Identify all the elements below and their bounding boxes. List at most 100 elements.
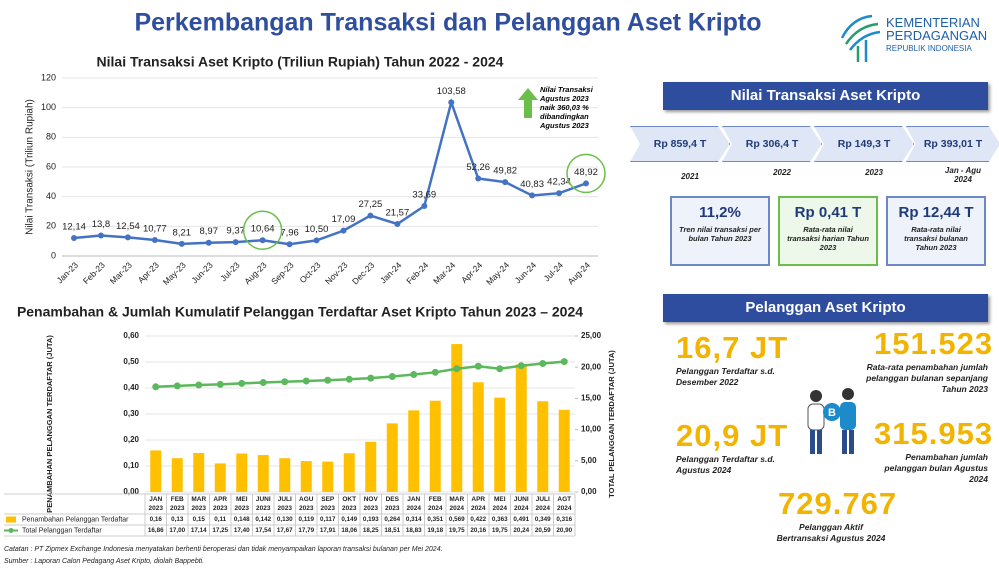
data-point <box>388 372 396 380</box>
annotation-line: dibandingkan <box>540 112 589 121</box>
data-point <box>560 358 568 366</box>
table-value: 16,86 <box>148 527 164 534</box>
logo-text: KEMENTERIAN PERDAGANGAN REPUBLIK INDONES… <box>886 16 987 55</box>
data-point <box>453 365 461 373</box>
table-value: 0,422 <box>470 516 486 523</box>
table-value: 20,24 <box>513 527 529 534</box>
data-point <box>421 203 428 210</box>
x-tick-label: APR 2024 <box>471 496 486 512</box>
y-tick-label: 0,40 <box>123 383 139 392</box>
data-point <box>259 379 267 387</box>
bar <box>451 344 463 492</box>
x-tick-label: OKT 2023 <box>342 496 357 512</box>
x-tick-label: Jul-23 <box>218 260 242 284</box>
data-label: 40,83 <box>520 179 544 190</box>
annotation-line: Agustus 2023 <box>540 121 589 130</box>
data-point <box>448 99 455 106</box>
year-value: Rp 859,4 T <box>630 126 730 162</box>
y-tick-label: 0,30 <box>123 409 139 418</box>
annotation-line: Agustus 2023 <box>540 94 589 103</box>
data-point <box>583 180 589 187</box>
customer-label: Pelanggan Terdaftar s.d. Agustus 2024 <box>676 454 775 475</box>
x-tick-label: FEB 2024 <box>428 496 443 512</box>
year-label: 2023 <box>865 168 883 177</box>
table-value: 18,06 <box>341 527 357 534</box>
year-label: Jan - Agu 2024 <box>944 166 982 184</box>
data-line <box>155 360 565 389</box>
y2-tick-label: 25,00 <box>581 331 602 340</box>
page-title: Perkembangan Transaksi dan Pelanggan Ase… <box>134 9 761 37</box>
table-value: 0,15 <box>193 516 206 523</box>
up-arrow <box>518 88 538 118</box>
y-tick-label: 80 <box>46 132 56 142</box>
bar <box>429 400 441 492</box>
x-tick-label: May-24 <box>484 260 511 287</box>
table-value: 19,75 <box>449 527 465 534</box>
y2-tick-label: 0,00 <box>581 487 597 496</box>
bar <box>537 401 549 492</box>
x-tick-label: May-23 <box>161 260 188 287</box>
customer-value: 315.953 <box>874 416 994 451</box>
bar <box>300 461 312 492</box>
y-tick-label: 60 <box>46 161 56 171</box>
data-label: 48,92 <box>574 167 598 178</box>
x-tick-label: MEI 2023 <box>235 496 250 512</box>
y-tick-label: 120 <box>41 72 56 82</box>
table-value: 0,363 <box>492 516 508 523</box>
x-tick-label: Mar-23 <box>108 260 134 286</box>
data-label: 8,21 <box>173 227 192 238</box>
table-value: 0,569 <box>449 516 465 523</box>
table-value: 17,14 <box>191 527 207 534</box>
data-point <box>539 360 547 368</box>
logo-icon <box>840 14 881 62</box>
data-point <box>475 175 482 182</box>
data-label: 52,26 <box>466 162 490 173</box>
table-value: 20,59 <box>535 527 551 534</box>
data-point <box>124 234 131 241</box>
customer-value: 16,7 JT <box>676 330 789 365</box>
data-point <box>232 239 239 246</box>
illustration: B <box>807 388 856 454</box>
table-value: 17,00 <box>169 527 185 534</box>
bar <box>171 458 183 492</box>
logo-line: KEMENTERIAN <box>886 15 980 30</box>
legend-label: Penambahan Pelanggan Terdaftar <box>22 516 129 523</box>
table-value: 19,75 <box>492 527 508 534</box>
x-tick-label: Aug-24 <box>566 260 593 287</box>
y-tick-label: 0,10 <box>123 461 139 470</box>
bar <box>214 463 226 492</box>
table-value: 0,149 <box>341 516 357 523</box>
bar <box>558 409 570 492</box>
data-label: 17,09 <box>332 214 356 225</box>
y2-tick-label: 15,00 <box>581 394 602 403</box>
data-label: 9,37 <box>226 226 245 237</box>
table-value: 0,13 <box>171 516 184 523</box>
table-value: 18,25 <box>363 527 379 534</box>
y-axis-title: Nilai Transaksi (Triliun Rupiah) <box>25 99 36 235</box>
data-point <box>205 239 212 246</box>
customer-value: 20,9 JT <box>676 418 789 453</box>
stat-box: Rp 0,41 T Rata-rata nilai transaksi hari… <box>778 196 878 266</box>
data-point <box>71 234 77 241</box>
table-value: 0,142 <box>255 516 271 523</box>
stat-label: Rata-rata nilai transaksi harian Tahun 2… <box>787 225 869 252</box>
y-tick-label: 40 <box>46 191 56 201</box>
data-label: 7,96 <box>280 228 299 239</box>
table-value: 17,40 <box>234 527 250 534</box>
y-tick-label: 0 <box>51 250 56 260</box>
bar <box>494 397 506 492</box>
customer-value: 729.767 <box>778 486 898 521</box>
table-value: 17,54 <box>255 527 271 534</box>
data-point <box>345 375 353 383</box>
stat-box: 11,2% Tren nilai transaksi per bulan Tah… <box>670 196 770 266</box>
table-value: 0,314 <box>406 516 422 523</box>
bar <box>472 382 484 492</box>
note: Catatan : PT Zipmex Exchange Indonesia m… <box>4 546 443 553</box>
bar <box>279 458 291 492</box>
customer-value: 151.523 <box>874 326 994 361</box>
x-tick-label: MAR 2023 <box>191 496 206 512</box>
data-label: 12,54 <box>116 221 140 232</box>
stat-label: Rata-rata nilai transaksi bulanan Tahun … <box>904 225 968 252</box>
customer-label: Penambahan jumlah pelanggan bulan Agustu… <box>884 452 988 484</box>
